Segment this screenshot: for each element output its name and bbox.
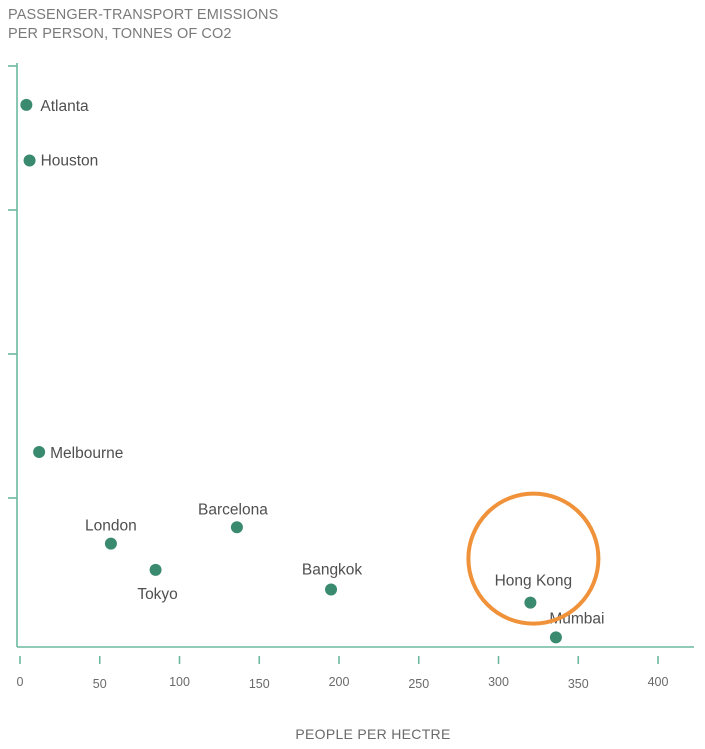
data-point [230,521,243,534]
data-point [149,563,162,576]
data-point [33,445,46,458]
data-point [524,596,537,609]
data-point [549,631,562,644]
x-tick-label: 300 [488,675,509,689]
point-label: Bangkok [302,562,363,579]
x-tick-label: 0 [17,675,24,689]
point-label: Houston [41,153,99,170]
data-point [23,154,36,167]
x-tick-label: 400 [648,675,669,689]
highlight-circle [466,491,601,626]
point-label: Barcelona [198,501,268,518]
point-label: Hong Kong [495,573,573,590]
x-tick-label: 100 [169,675,190,689]
x-tick-label: 350 [568,677,589,691]
point-label: London [85,518,137,535]
x-tick-label: 200 [329,675,350,689]
x-tick-label: 50 [93,677,107,691]
data-points: Atlanta Houston Melbourne London Tokyo Barcel… [20,98,604,644]
x-axis-ticks: 0 50 100 150 200 250 300 350 400 [17,656,669,691]
point-label: Atlanta [40,98,89,115]
x-tick-label: 150 [249,677,270,691]
data-point [325,583,338,596]
data-point [20,98,33,111]
x-axis-title: PEOPLE PER HECTRE [295,726,450,742]
x-tick-label: 250 [408,677,429,691]
y-axis-ticks [8,65,17,499]
point-label: Melbourne [50,445,123,462]
point-label: Tokyo [137,586,178,603]
chart-title-line-2: PER PERSON, TONNES OF CO2 [8,26,232,42]
chart-title-line-1: PASSENGER-TRANSPORT EMISSIONS [8,7,278,23]
data-point [104,537,117,550]
